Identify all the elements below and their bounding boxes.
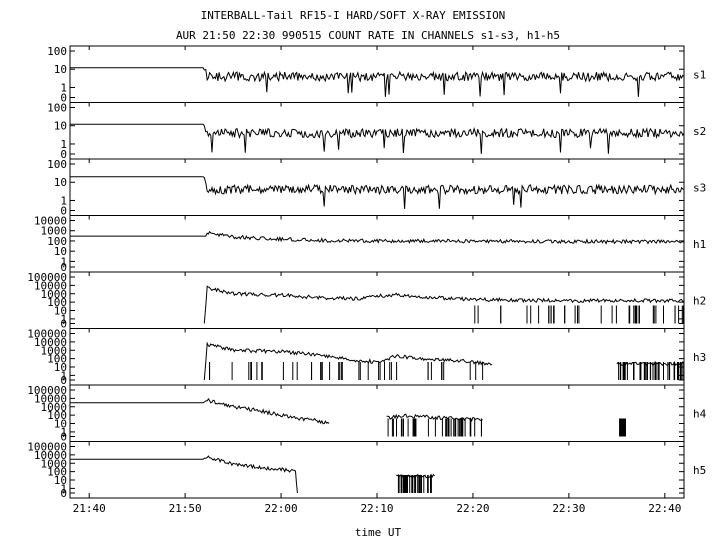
series-line-h4-0 bbox=[70, 398, 330, 425]
y-tick-label: 0 bbox=[60, 318, 67, 331]
series-line-h2-0 bbox=[203, 285, 685, 324]
y-tick-label: 1000 bbox=[41, 344, 68, 357]
y-tick-label: 0 bbox=[60, 148, 67, 161]
y-tick-label: 10 bbox=[54, 120, 67, 133]
y-tick-label: 0 bbox=[60, 205, 67, 218]
x-tick-label: 22:40 bbox=[648, 502, 681, 515]
y-tick-label: 0 bbox=[60, 374, 67, 387]
y-tick-label: 1000 bbox=[41, 225, 68, 238]
y-tick-label: 100 bbox=[47, 296, 67, 309]
series-line-h1-0 bbox=[70, 230, 685, 245]
y-tick-label: 1 bbox=[60, 426, 67, 439]
channel-label-s2: s2 bbox=[693, 125, 706, 138]
y-tick-label: 10 bbox=[54, 176, 67, 189]
y-tick-label: 100000 bbox=[27, 271, 67, 284]
y-tick-label: 100 bbox=[47, 235, 67, 248]
y-tick-label: 10 bbox=[54, 418, 67, 431]
y-tick-label: 10 bbox=[54, 245, 67, 258]
panels-group: 1001010s11001010s21001010s31000010001001… bbox=[27, 45, 706, 500]
y-tick-label: 100 bbox=[47, 353, 67, 366]
y-tick-label: 10 bbox=[54, 361, 67, 374]
chart-title: INTERBALL-Tail RF15-I HARD/SOFT X-RAY EM… bbox=[201, 9, 506, 22]
panel-s1: 100 10 10 s1 bbox=[47, 45, 706, 105]
y-tick-label: 100 bbox=[47, 158, 67, 171]
y-tick-label: 10 bbox=[54, 63, 67, 76]
series-line-s1-0 bbox=[70, 67, 685, 97]
x-axis-ticks: 21:40 21:50 22:00 22:10 22:20 22:30 22:40 bbox=[73, 46, 681, 515]
x-tick-label: 21:40 bbox=[73, 502, 106, 515]
channel-label-h1: h1 bbox=[693, 238, 706, 251]
y-tick-label: 10000 bbox=[34, 279, 67, 292]
panel-frame bbox=[69, 215, 685, 273]
chart-subtitle: AUR 21:50 22:30 990515 COUNT RATE IN CHA… bbox=[176, 29, 560, 42]
panel-frame bbox=[69, 328, 685, 386]
x-tick-label: 22:00 bbox=[265, 502, 298, 515]
x-axis-label: time UT bbox=[355, 526, 402, 539]
y-tick-label: 100000 bbox=[27, 441, 67, 454]
x-tick-label: 22:30 bbox=[552, 502, 585, 515]
panel-s3: 100 10 10 s3 bbox=[47, 158, 706, 218]
y-tick-label: 0 bbox=[60, 431, 67, 444]
x-tick-label: 21:50 bbox=[169, 502, 202, 515]
y-tick-label: 1 bbox=[60, 81, 67, 94]
y-tick-label: 10 bbox=[54, 474, 67, 487]
y-tick-label: 10000 bbox=[34, 336, 67, 349]
y-tick-label: 10000 bbox=[34, 392, 67, 405]
series-line-h3-0 bbox=[203, 341, 493, 381]
channel-label-h5: h5 bbox=[693, 464, 706, 477]
y-tick-label: 1 bbox=[60, 482, 67, 495]
y-tick-label: 10000 bbox=[34, 449, 67, 462]
series-line-h4-1 bbox=[386, 413, 483, 423]
y-tick-label: 10000 bbox=[34, 215, 67, 228]
channel-label-h2: h2 bbox=[693, 294, 706, 307]
y-tick-label: 0 bbox=[60, 92, 67, 105]
y-tick-label: 1 bbox=[60, 313, 67, 326]
y-tick-label: 100 bbox=[47, 45, 67, 58]
series-line-h5-0 bbox=[70, 455, 298, 494]
y-tick-label: 100 bbox=[47, 409, 67, 422]
y-tick-label: 0 bbox=[60, 487, 67, 500]
y-tick-label: 1 bbox=[60, 194, 67, 207]
y-tick-label: 1000 bbox=[41, 401, 68, 414]
x-tick-label: 22:20 bbox=[456, 502, 489, 515]
y-tick-label: 0 bbox=[60, 261, 67, 274]
panel-frame bbox=[69, 441, 685, 499]
panel-s2: 100 10 10 s2 bbox=[47, 102, 706, 162]
y-tick-label: 1 bbox=[60, 138, 67, 151]
channel-label-h3: h3 bbox=[693, 351, 706, 364]
y-tick-label: 1 bbox=[60, 369, 67, 382]
y-tick-label: 1 bbox=[60, 255, 67, 268]
y-tick-label: 100000 bbox=[27, 384, 67, 397]
series-line-s2-0 bbox=[70, 123, 685, 154]
panel-frame bbox=[69, 384, 685, 442]
y-tick-label: 10 bbox=[54, 305, 67, 318]
y-tick-label: 100 bbox=[47, 466, 67, 479]
x-tick-label: 22:10 bbox=[360, 502, 393, 515]
y-tick-label: 1000 bbox=[41, 288, 68, 301]
y-tick-label: 100000 bbox=[27, 328, 67, 341]
y-tick-label: 1000 bbox=[41, 457, 68, 470]
series-line-s3-0 bbox=[70, 176, 685, 209]
channel-label-h4: h4 bbox=[693, 407, 707, 420]
y-tick-label: 100 bbox=[47, 102, 67, 115]
channel-label-s3: s3 bbox=[693, 181, 706, 194]
channel-label-s1: s1 bbox=[693, 68, 706, 81]
